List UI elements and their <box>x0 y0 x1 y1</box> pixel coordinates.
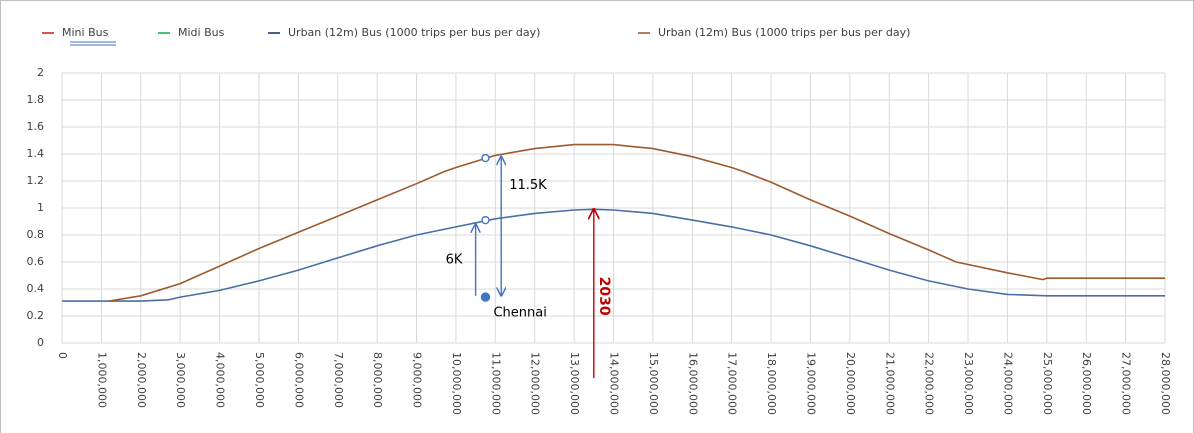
data-point <box>481 215 490 225</box>
y-tick-label: 0.2 <box>27 309 45 322</box>
x-tick-label: 18,000,000 <box>765 352 778 415</box>
x-tick-label: 11,000,000 <box>489 352 502 415</box>
y-tick-label: 1.4 <box>27 147 45 160</box>
x-tick-label: 6,000,000 <box>292 352 305 408</box>
x-tick-label: 3,000,000 <box>174 352 187 408</box>
legend-item: Urban (12m) Bus (1000 trips per bus per … <box>268 26 540 39</box>
annotation-label: 11.5K <box>509 178 547 193</box>
data-point <box>480 292 491 302</box>
x-tick-label: 12,000,000 <box>529 352 542 415</box>
legend-item: Urban (12m) Bus (1000 trips per bus per … <box>638 26 910 39</box>
legend-label: Urban (12m) Bus (1000 trips per bus per … <box>658 26 910 39</box>
x-tick-label: 16,000,000 <box>686 352 699 415</box>
series-line <box>109 143 1165 302</box>
x-tick-label: 2,000,000 <box>135 352 148 408</box>
y-tick-label: 2 <box>37 66 44 79</box>
x-tick-label: 26,000,000 <box>1080 352 1093 415</box>
x-tick-label: 19,000,000 <box>804 352 817 415</box>
y-tick-label: 1 <box>37 201 44 214</box>
x-tick-label: 22,000,000 <box>923 352 936 415</box>
x-tick-label: 27,000,000 <box>1120 352 1133 415</box>
x-tick-label: 10,000,000 <box>450 352 463 415</box>
legend-label: Midi Bus <box>178 26 225 39</box>
x-tick-label: 7,000,000 <box>332 352 345 408</box>
x-tick-label: 23,000,000 <box>962 352 975 415</box>
x-tick-label: 21,000,000 <box>883 352 896 415</box>
data-point <box>481 153 490 163</box>
x-tick-label: 0 <box>56 352 69 359</box>
x-tick-label: 4,000,000 <box>214 352 227 408</box>
y-tick-label: 0.6 <box>27 255 45 268</box>
point-label: Chennai <box>493 306 546 321</box>
y-tick-label: 1.2 <box>27 174 45 187</box>
annotation-label: 2030 <box>596 277 612 316</box>
x-tick-label: 8,000,000 <box>371 352 384 408</box>
legend-label: Mini Bus <box>62 26 109 39</box>
x-tick-label: 24,000,000 <box>1001 352 1014 415</box>
y-tick-label: 1.6 <box>27 120 45 133</box>
annotation-label: 6K <box>446 252 463 267</box>
x-tick-label: 20,000,000 <box>844 352 857 415</box>
x-tick-label: 15,000,000 <box>647 352 660 415</box>
x-tick-label: 25,000,000 <box>1041 352 1054 415</box>
y-tick-label: 0.4 <box>27 282 45 295</box>
x-tick-label: 28,000,000 <box>1159 352 1172 415</box>
x-tick-label: 13,000,000 <box>568 352 581 415</box>
x-tick-label: 9,000,000 <box>411 352 424 408</box>
y-tick-label: 1.8 <box>27 93 45 106</box>
x-tick-label: 14,000,000 <box>608 352 621 415</box>
legend-label: Urban (12m) Bus (1000 trips per bus per … <box>288 26 540 39</box>
y-tick-label: 0.8 <box>27 228 45 241</box>
legend-item: Midi Bus <box>158 26 225 39</box>
legend-item: Mini Bus <box>42 26 109 39</box>
x-tick-label: 17,000,000 <box>726 352 739 415</box>
y-tick-label: 0 <box>37 336 44 349</box>
x-tick-label: 1,000,000 <box>95 352 108 408</box>
x-tick-label: 5,000,000 <box>253 352 266 408</box>
